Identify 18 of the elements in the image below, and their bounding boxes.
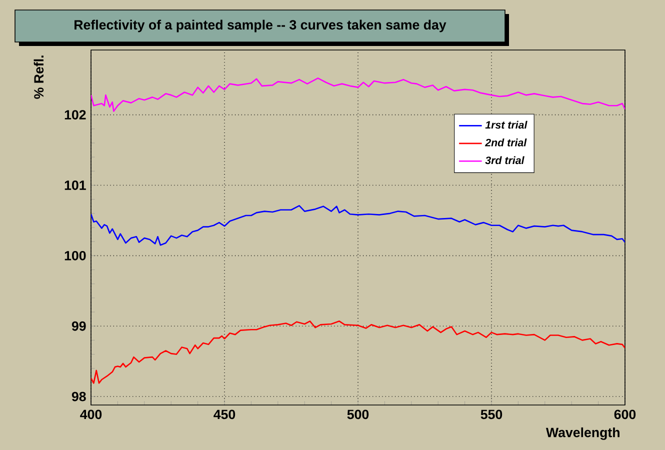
y-tick-label: 101 <box>64 180 86 190</box>
legend-label: 2nd trial <box>484 138 527 146</box>
chart-title: Reflectivity of a painted sample -- 3 curves taken same day <box>74 20 446 32</box>
x-tick-label: 400 <box>80 410 102 420</box>
x-tick-label: 600 <box>614 410 636 420</box>
y-tick-label: 102 <box>64 110 86 120</box>
y-axis-title: % Refl. <box>34 56 44 99</box>
y-tick-label: 98 <box>72 392 86 402</box>
y-tick-label: 99 <box>72 321 86 331</box>
x-tick-label: 450 <box>214 410 236 420</box>
legend-label: 1rst trial <box>485 120 528 129</box>
x-tick-label: 500 <box>347 410 369 420</box>
x-axis-title: Wavelength <box>546 427 620 440</box>
line-series <box>91 320 625 384</box>
y-tick-label: 100 <box>64 250 86 260</box>
x-tick-label: 550 <box>480 410 502 420</box>
line-series <box>91 78 625 112</box>
legend-label: 3rd trial <box>485 156 524 164</box>
